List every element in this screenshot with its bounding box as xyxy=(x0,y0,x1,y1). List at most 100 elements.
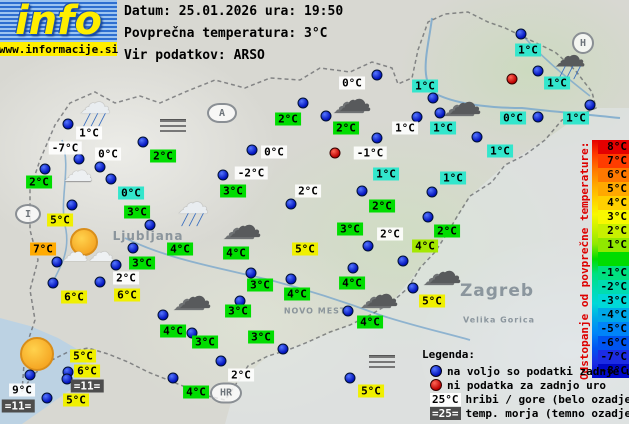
station-dot xyxy=(471,131,483,143)
legend-item: na voljo so podatki zadnje ure xyxy=(430,364,629,378)
station-dot xyxy=(61,373,73,385)
station-temp-label: 0°C xyxy=(118,186,144,200)
legend-item-text: ni podatka za zadnjo uro xyxy=(447,378,606,392)
road-sign-h: H xyxy=(572,32,594,54)
station-dot xyxy=(285,198,297,210)
scale-cell: -1°C xyxy=(598,266,629,280)
station-dot-no-data xyxy=(506,73,518,85)
header-date-line: Datum: 25.01.2026 ura: 19:50 xyxy=(124,4,344,19)
station-dot xyxy=(167,372,179,384)
station-dot xyxy=(427,92,439,104)
scale-cell: -5°C xyxy=(598,322,629,336)
station-temp-label: 1°C xyxy=(392,121,418,135)
station-dot xyxy=(320,110,332,122)
station-dot xyxy=(215,355,227,367)
station-temp-label: 4°C xyxy=(412,239,438,253)
city-label: Velika Gorica xyxy=(462,315,536,325)
station-temp-label: 2°C xyxy=(434,224,460,238)
station-temp-label: 5°C xyxy=(419,294,445,308)
station-dot xyxy=(246,144,258,156)
river xyxy=(124,237,471,341)
cloud-dark-icon: ☁ xyxy=(365,275,399,315)
dark-label-sample: =25= xyxy=(430,406,461,420)
station-dot xyxy=(186,327,198,339)
station-temp-label: 5°C xyxy=(47,213,73,227)
legend-item: ni podatka za zadnjo uro xyxy=(430,378,629,392)
city-label: Zagreb xyxy=(459,281,535,301)
station-temp-label: 3°C xyxy=(248,330,274,344)
station-temp-label: -7°C xyxy=(48,141,82,155)
station-dot xyxy=(371,132,383,144)
station-temp-label: 5°C xyxy=(70,349,96,363)
station-temp-label: 3°C xyxy=(129,256,155,270)
station-dot xyxy=(245,267,257,279)
header-source-line: Vir podatkov: ARSO xyxy=(124,48,265,63)
station-dot xyxy=(62,118,74,130)
station-dot xyxy=(342,305,354,317)
scale-cell: 5°C xyxy=(598,182,629,196)
station-temp-label: 1°C xyxy=(412,79,438,93)
scale-cell: -8°C xyxy=(598,364,629,378)
station-temp-label: -1°C xyxy=(353,146,387,160)
cloud-dark-icon: ☁ xyxy=(428,252,462,292)
legend-item-text: hribi / gore (belo ozadje) xyxy=(465,392,629,406)
legend-title: Legenda: xyxy=(422,348,475,361)
station-temp-label: 0°C xyxy=(95,147,121,161)
site-url[interactable]: www.informacije.si xyxy=(0,42,119,56)
station-dot xyxy=(407,282,419,294)
station-temp-label: 2°C xyxy=(26,175,52,189)
station-dot xyxy=(347,262,359,274)
station-temp-label: 5°C xyxy=(358,384,384,398)
station-temp-label: 0°C xyxy=(339,76,365,90)
station-dot xyxy=(51,256,63,268)
scale-cell: 2°C xyxy=(598,224,629,238)
station-temp-label: -2°C xyxy=(234,166,268,180)
station-temp-label: 2°C xyxy=(150,149,176,163)
station-temp-label: 2°C xyxy=(295,184,321,198)
station-dot xyxy=(532,111,544,123)
station-dot xyxy=(94,161,106,173)
station-temp-label: 6°C xyxy=(61,290,87,304)
station-temp-label: 0°C xyxy=(261,145,287,159)
station-temp-label: 1°C xyxy=(373,167,399,181)
station-dot xyxy=(217,169,229,181)
legend-box: Legenda: na voljo so podatki zadnje ure n… xyxy=(422,348,629,420)
station-temp-label: 2°C xyxy=(377,227,403,241)
station-dot-no-data xyxy=(329,147,341,159)
station-temp-label: 6°C xyxy=(114,288,140,302)
station-temp-label: 3°C xyxy=(225,304,251,318)
station-temp-label: 4°C xyxy=(357,315,383,329)
scale-cell: 4°C xyxy=(598,196,629,210)
blue-dot-icon xyxy=(430,365,442,377)
croatia-area xyxy=(225,108,629,424)
station-temp-label: 1°C xyxy=(430,121,456,135)
scale-cell: 6°C xyxy=(598,168,629,182)
station-dot xyxy=(73,153,85,165)
legend-item-text: temp. morja (temno ozadje) xyxy=(465,406,629,420)
scale-cells: 8°C 7°C 6°C 5°C 4°C 3°C 2°C 1°C -1°C -2°C -3°C -4°C… xyxy=(598,140,629,378)
station-temp-label: 0°C xyxy=(500,111,526,125)
city-label: Ljubljana xyxy=(112,229,184,243)
station-dot xyxy=(297,97,309,109)
station-temp-label: 2°C xyxy=(275,112,301,126)
header-avg-temp-line: Povprečna temperatura: 3°C xyxy=(124,26,328,41)
sun-icon xyxy=(20,337,54,371)
station-temp-label: 3°C xyxy=(247,278,273,292)
station-dot xyxy=(144,219,156,231)
station-temp-label: 4°C xyxy=(223,246,249,260)
station-dot xyxy=(371,69,383,81)
station-temp-label: 1°C xyxy=(440,171,466,185)
station-dot xyxy=(356,185,368,197)
station-temp-label: 2°C xyxy=(333,121,359,135)
station-temp-label: 4°C xyxy=(160,324,186,338)
road-sign-a: A xyxy=(207,103,237,123)
road-sign-i: I xyxy=(15,204,41,224)
station-dot xyxy=(397,255,409,267)
site-logo[interactable]: info xyxy=(0,0,117,42)
scale-title: Odstopanje od povprečne temperature: xyxy=(578,141,591,380)
station-dot xyxy=(434,107,446,119)
station-dot xyxy=(39,163,51,175)
road-sign-hr: HR xyxy=(210,382,242,404)
station-dot xyxy=(362,240,374,252)
station-dot xyxy=(426,186,438,198)
